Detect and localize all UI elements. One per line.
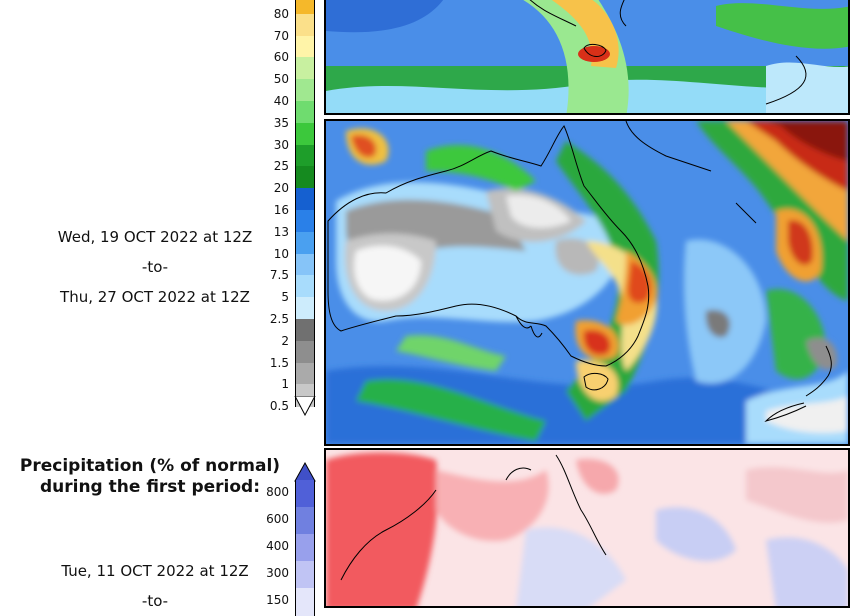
anomaly-tick-label: 400 — [266, 539, 289, 553]
precip-color-segment — [295, 79, 315, 102]
anomaly-color-segment — [295, 561, 315, 589]
precip-tick-label: 25 — [273, 159, 289, 174]
precip-tick-label: 5 — [281, 290, 289, 305]
anomaly-color-segment — [295, 507, 315, 535]
anomaly-legend-title: Precipitation (% of normal) during the f… — [0, 456, 300, 498]
precip-map-top — [324, 0, 850, 115]
anomaly-color-segment — [295, 480, 315, 508]
anomaly-tick-label: 300 — [266, 566, 289, 580]
precip-color-segment — [295, 231, 315, 255]
precip-color-segment — [295, 35, 315, 58]
triangle-down-icon — [294, 396, 316, 416]
precip-tick-label: 1.5 — [269, 355, 289, 370]
total-period-separator: -to- — [141, 258, 169, 276]
total-period-end: Thu, 27 OCT 2022 at 12Z — [60, 288, 250, 306]
precip-tick-label: 13 — [273, 224, 289, 239]
precip-tick-label: 20 — [273, 181, 289, 196]
precip-color-segment — [295, 101, 315, 124]
precip-tick-label: 30 — [273, 137, 289, 152]
precip-color-segment — [295, 13, 315, 37]
anomaly-tick-label: 600 — [266, 512, 289, 526]
precip-tick-label: 50 — [273, 72, 289, 87]
precip-tick-label: 80 — [273, 6, 289, 21]
anomaly-title-line2: during the first period: — [39, 477, 261, 497]
triangle-up-icon — [294, 462, 316, 482]
precip-tick-label: 0.5 — [269, 399, 289, 414]
precip-color-segment — [295, 0, 315, 15]
precip-tick-label: 60 — [273, 50, 289, 65]
precip-tick-label: 35 — [273, 115, 289, 130]
precip-tick-label: 16 — [273, 203, 289, 217]
precip-color-segment — [295, 57, 315, 80]
anomaly-tick-label: 800 — [266, 485, 289, 499]
precip-color-segment — [295, 188, 315, 211]
total-period-start: Wed, 19 OCT 2022 at 12Z — [57, 228, 253, 246]
anomaly-period-separator: -to- — [141, 592, 169, 610]
precip-color-segment — [295, 297, 315, 320]
precip-color-segment — [295, 340, 315, 364]
precip-color-segment — [295, 275, 315, 298]
precip-tick-label: 7.5 — [269, 268, 289, 283]
precip-tick-label: 1 — [281, 377, 289, 392]
anomaly-colorbar — [295, 480, 315, 616]
precip-color-segment — [295, 144, 315, 167]
precip-map-main — [324, 119, 850, 446]
precip-color-segment — [295, 166, 315, 189]
precip-color-segment — [295, 319, 315, 342]
precip-color-segment — [295, 210, 315, 233]
precip-tick-label: 10 — [273, 246, 289, 261]
precip-tick-label: 70 — [273, 28, 289, 43]
precip-color-segment — [295, 362, 315, 385]
anomaly-title-line1: Precipitation (% of normal) — [19, 456, 281, 476]
anomaly-color-segment — [295, 534, 315, 562]
precip-color-segment — [295, 122, 315, 146]
precip-tick-label: 40 — [273, 94, 289, 108]
anomaly-period-start: Tue, 11 OCT 2022 at 12Z — [61, 562, 249, 580]
precip-color-segment — [295, 253, 315, 276]
precip-tick-label: 2.5 — [269, 312, 289, 326]
anomaly-map — [324, 448, 850, 608]
precip-tick-label: 2 — [281, 333, 289, 348]
precip-colorbar — [295, 0, 315, 407]
